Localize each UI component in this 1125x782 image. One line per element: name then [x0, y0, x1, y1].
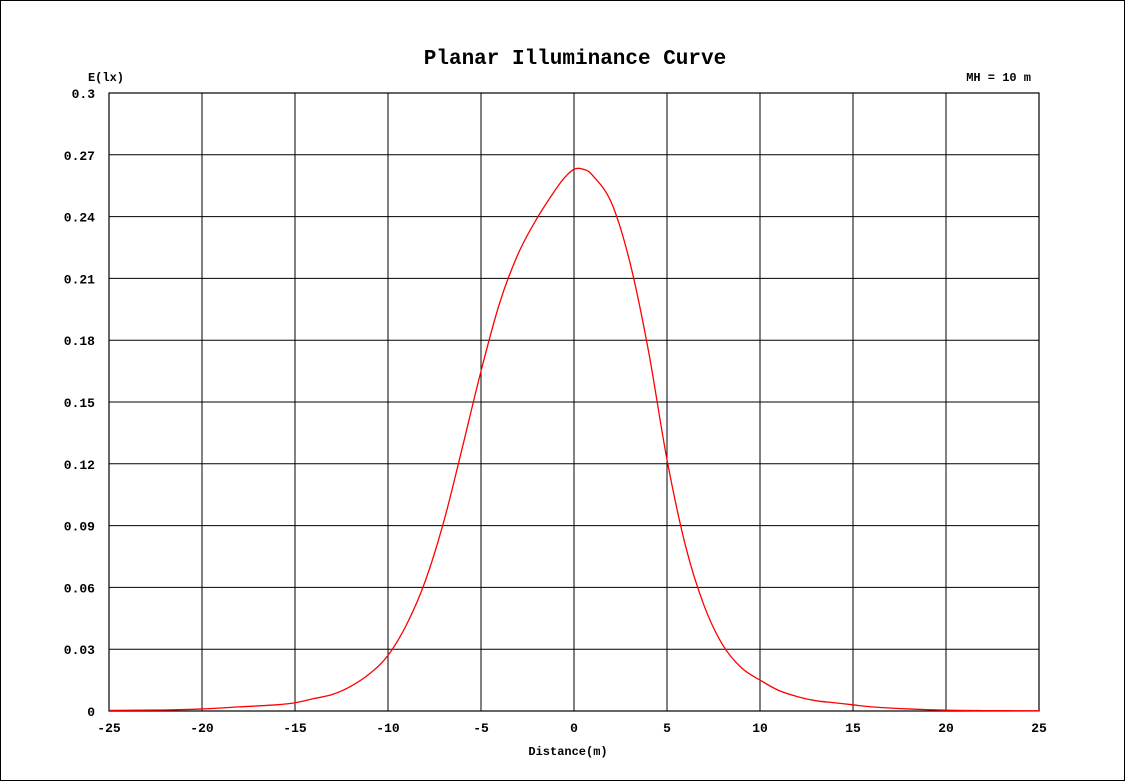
x-tick-label: -10	[376, 721, 400, 736]
y-tick-label: 0.06	[64, 581, 95, 596]
x-tick-label: 10	[752, 721, 768, 736]
x-tick-label: 15	[845, 721, 861, 736]
y-tick-label: 0.15	[64, 396, 95, 411]
y-tick-label: 0.03	[64, 643, 95, 658]
y-tick-label: 0.18	[64, 334, 95, 349]
y-tick-label: 0.09	[64, 520, 95, 535]
x-tick-label: 0	[570, 721, 578, 736]
x-tick-labels: -25 -20 -15 -10 -5 0 5 10 15 20 25	[97, 721, 1047, 736]
mounting-height-annotation: MH = 10 m	[966, 71, 1031, 85]
x-tick-label: -20	[190, 721, 214, 736]
x-tick-label: 25	[1031, 721, 1047, 736]
y-tick-label: 0.3	[72, 87, 96, 102]
series-line	[108, 167, 1040, 712]
x-axis-label: Distance(m)	[528, 745, 607, 759]
y-tick-label: 0	[87, 705, 95, 720]
y-tick-label: 0.27	[64, 149, 95, 164]
chart-title: Planar Illuminance Curve	[424, 48, 726, 71]
plot-area	[108, 92, 1040, 712]
y-tick-label: 0.21	[64, 272, 95, 287]
x-tick-label: 20	[938, 721, 954, 736]
y-tick-labels: 0 0.03 0.06 0.09 0.12 0.15 0.18 0.21 0.24 0.27 0.3	[64, 87, 95, 720]
x-tick-label: -15	[283, 721, 307, 736]
x-tick-label: -25	[97, 721, 121, 736]
x-tick-label: 5	[663, 721, 671, 736]
y-axis-label: E(lx)	[88, 71, 124, 85]
x-tick-label: -5	[473, 721, 489, 736]
y-tick-label: 0.24	[64, 211, 95, 226]
y-tick-label: 0.12	[64, 458, 95, 473]
grid-lines	[108, 92, 1040, 712]
